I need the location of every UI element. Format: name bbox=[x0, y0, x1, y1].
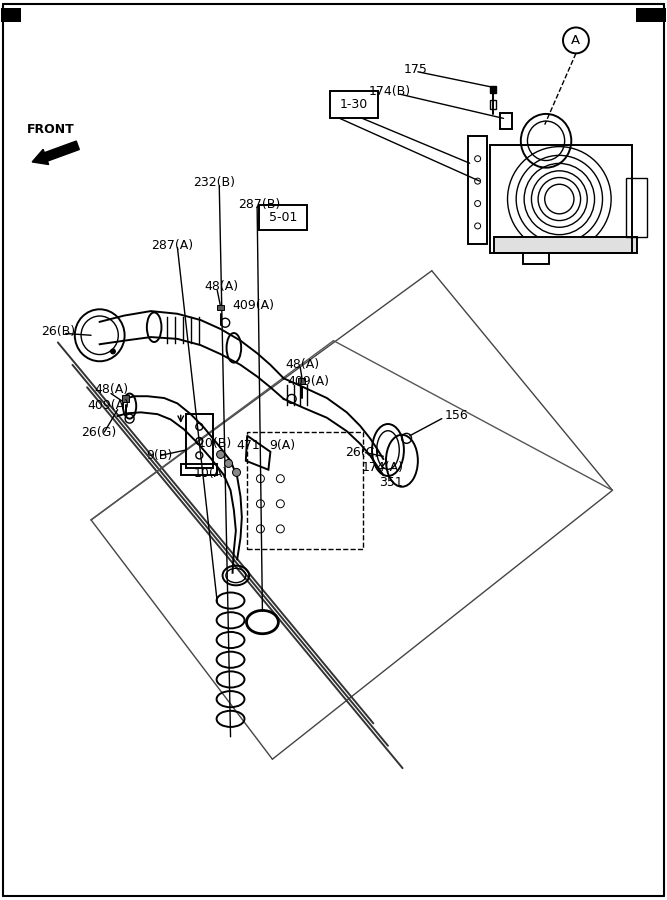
Bar bbox=[181, 464, 217, 475]
Bar bbox=[186, 414, 213, 468]
Text: 26(B): 26(B) bbox=[41, 325, 75, 338]
Bar bbox=[259, 205, 307, 230]
Bar bbox=[490, 86, 496, 94]
Bar bbox=[247, 432, 364, 549]
Text: 174(A): 174(A) bbox=[362, 461, 404, 473]
Bar bbox=[490, 101, 496, 110]
Text: 9(B): 9(B) bbox=[146, 449, 173, 462]
FancyArrow shape bbox=[32, 141, 79, 165]
Bar bbox=[122, 395, 129, 401]
Circle shape bbox=[217, 451, 225, 458]
Text: FRONT: FRONT bbox=[27, 122, 75, 136]
Text: 175: 175 bbox=[404, 63, 428, 76]
Bar bbox=[500, 113, 512, 129]
Text: 471: 471 bbox=[237, 439, 260, 452]
Text: 48(A): 48(A) bbox=[285, 358, 319, 372]
Text: 10(B): 10(B) bbox=[198, 437, 232, 450]
Bar bbox=[494, 237, 637, 253]
Text: 26(G): 26(G) bbox=[81, 426, 116, 438]
Bar bbox=[490, 145, 632, 253]
Bar bbox=[330, 92, 378, 119]
Text: 409(A): 409(A) bbox=[88, 399, 130, 411]
Text: 156: 156 bbox=[445, 410, 469, 422]
Text: 287(B): 287(B) bbox=[239, 198, 281, 211]
Bar bbox=[1, 8, 21, 22]
Text: 409(A): 409(A) bbox=[233, 299, 275, 312]
Text: 409(A): 409(A) bbox=[287, 375, 329, 389]
Text: 9(A): 9(A) bbox=[269, 439, 296, 452]
Bar bbox=[468, 136, 487, 244]
Circle shape bbox=[225, 460, 233, 467]
Text: 174(B): 174(B) bbox=[369, 85, 411, 98]
Text: 232(B): 232(B) bbox=[193, 176, 235, 189]
Text: 1-30: 1-30 bbox=[340, 98, 368, 112]
Text: A: A bbox=[572, 34, 580, 47]
Bar bbox=[217, 305, 224, 310]
Bar bbox=[298, 378, 305, 383]
Text: 26(C): 26(C) bbox=[346, 446, 380, 459]
Text: 10(A): 10(A) bbox=[194, 467, 228, 480]
Text: 48(A): 48(A) bbox=[204, 281, 238, 293]
Text: 48(A): 48(A) bbox=[94, 383, 129, 397]
Text: 351: 351 bbox=[379, 476, 402, 489]
Bar bbox=[636, 8, 666, 22]
Text: 5-01: 5-01 bbox=[269, 212, 297, 224]
Circle shape bbox=[233, 468, 241, 476]
Text: 287(A): 287(A) bbox=[151, 239, 193, 252]
Circle shape bbox=[110, 348, 116, 355]
Bar bbox=[626, 178, 647, 237]
